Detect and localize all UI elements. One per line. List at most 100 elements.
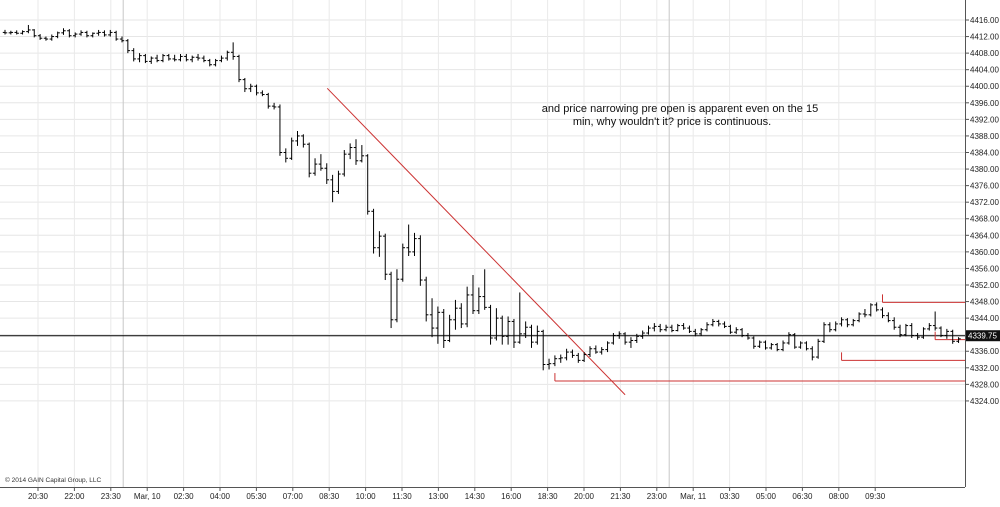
ohlc-bar (921, 327, 926, 339)
ohlc-bar (84, 30, 90, 38)
ohlc-bar (73, 32, 78, 38)
ohlc-bar (342, 150, 347, 177)
ohlc-bar (383, 233, 388, 281)
x-tick-label: 05:30 (246, 492, 267, 501)
x-tick-label: 20:00 (574, 492, 595, 501)
ohlc-bar (903, 323, 909, 337)
ohlc-bar (523, 321, 528, 338)
y-tick-label: 4376.00 (970, 182, 999, 191)
ohlc-bar (681, 323, 686, 330)
ohlc-bar (909, 323, 914, 338)
ohlc-bar (646, 325, 651, 335)
ohlc-bar (470, 275, 476, 314)
ohlc-bar (599, 347, 604, 355)
ohlc-bar (763, 340, 768, 350)
ohlc-bar (406, 224, 411, 257)
ohlc-bar (576, 352, 581, 363)
ohlc-bar (20, 30, 25, 35)
ohlc-bar (845, 318, 850, 328)
ohlc-bar (839, 317, 844, 327)
ohlc-bar (833, 321, 838, 332)
ohlc-bar (195, 53, 201, 61)
drawing-overlays (326, 87, 965, 396)
gridlines (0, 0, 965, 487)
x-tick-label: Mar, 10 (134, 492, 161, 501)
ohlc-bar (570, 349, 575, 358)
ohlc-bar (658, 323, 663, 333)
ohlc-bar (330, 174, 335, 203)
ohlc-bar (459, 303, 464, 329)
x-tick-label: 07:00 (283, 492, 304, 501)
ohlc-bar (593, 345, 599, 354)
y-tick-label: 4384.00 (970, 148, 999, 157)
ohlc-bar (821, 322, 827, 343)
ohlc-bar (810, 346, 815, 361)
ohlc-bar (377, 231, 382, 257)
ohlc-bars (2, 24, 961, 371)
copyright-text: © 2014 GAIN Capital Group, LLC (5, 476, 102, 484)
x-tick-label: 03:30 (720, 492, 741, 501)
x-tick-label: 20:30 (28, 492, 49, 501)
ohlc-bar (488, 304, 493, 345)
ohlc-bar (605, 341, 610, 353)
y-tick-label: 4412.00 (970, 33, 999, 42)
ohlc-bar (874, 302, 879, 312)
ohlc-bar (8, 30, 14, 35)
ohlc-bar (476, 287, 482, 314)
ohlc-bar (622, 332, 628, 345)
ohlc-bar (154, 54, 160, 63)
ohlc-bar (143, 53, 148, 64)
y-tick-label: 4324.00 (970, 397, 999, 406)
ohlc-bar (775, 342, 780, 352)
x-tick-label: 18:30 (538, 492, 559, 501)
ohlc-bar (716, 319, 721, 327)
y-tick-label: 4396.00 (970, 99, 999, 108)
y-tick-label: 4368.00 (970, 215, 999, 224)
ohlc-bar (365, 154, 370, 215)
ohlc-bar (312, 158, 318, 176)
ohlc-bar (915, 333, 920, 340)
ohlc-bar (43, 36, 49, 41)
x-tick-label: 13:00 (428, 492, 449, 501)
ohlc-bar (927, 323, 932, 331)
ohlc-bar (669, 324, 675, 333)
y-tick-label: 4336.00 (970, 347, 999, 356)
ohlc-bar (581, 352, 587, 363)
x-tick-label: 23:00 (647, 492, 668, 501)
y-tick-label: 4392.00 (970, 115, 999, 124)
x-tick-label: 21:30 (610, 492, 631, 501)
ohlc-bar (511, 318, 517, 348)
session-break-lines (122, 0, 670, 487)
ohlc-bar (160, 53, 166, 63)
ohlc-bar (271, 102, 277, 110)
ohlc-bar (14, 30, 19, 35)
ohlc-bar (757, 340, 762, 348)
ohlc-bar (102, 30, 107, 37)
ohlc-bar (728, 324, 733, 334)
ohlc-bar (394, 269, 400, 323)
ohlc-bar (769, 342, 774, 350)
ohlc-bar (447, 314, 452, 343)
ohlc-bar (324, 163, 329, 184)
x-tick-label: 04:00 (210, 492, 231, 501)
ohlc-bar (190, 55, 195, 63)
ohlc-bar (283, 148, 288, 163)
ohlc-bar (435, 306, 441, 344)
x-tick-label: 02:30 (174, 492, 195, 501)
ohlc-bar (938, 326, 944, 338)
x-tick-label: 11:30 (392, 492, 412, 501)
ohlc-bar (675, 323, 680, 332)
ohlc-bar (236, 54, 242, 83)
ohlc-bar (295, 130, 300, 146)
y-tick-label: 4408.00 (970, 49, 999, 58)
ohlc-bar (424, 276, 429, 322)
x-tick-label: 22:00 (64, 492, 85, 501)
y-tick-label: 4400.00 (970, 82, 999, 91)
y-axis-ticks: 4416.00 4412.00 4408.00 4404.00 4400.00 4396.… (965, 16, 999, 406)
current-price-label: 4339.75 (968, 332, 997, 341)
ohlc-bar (617, 331, 622, 339)
y-tick-label: 4352.00 (970, 281, 999, 290)
ohlc-bar (780, 340, 786, 352)
ohlc-bar (96, 29, 101, 36)
